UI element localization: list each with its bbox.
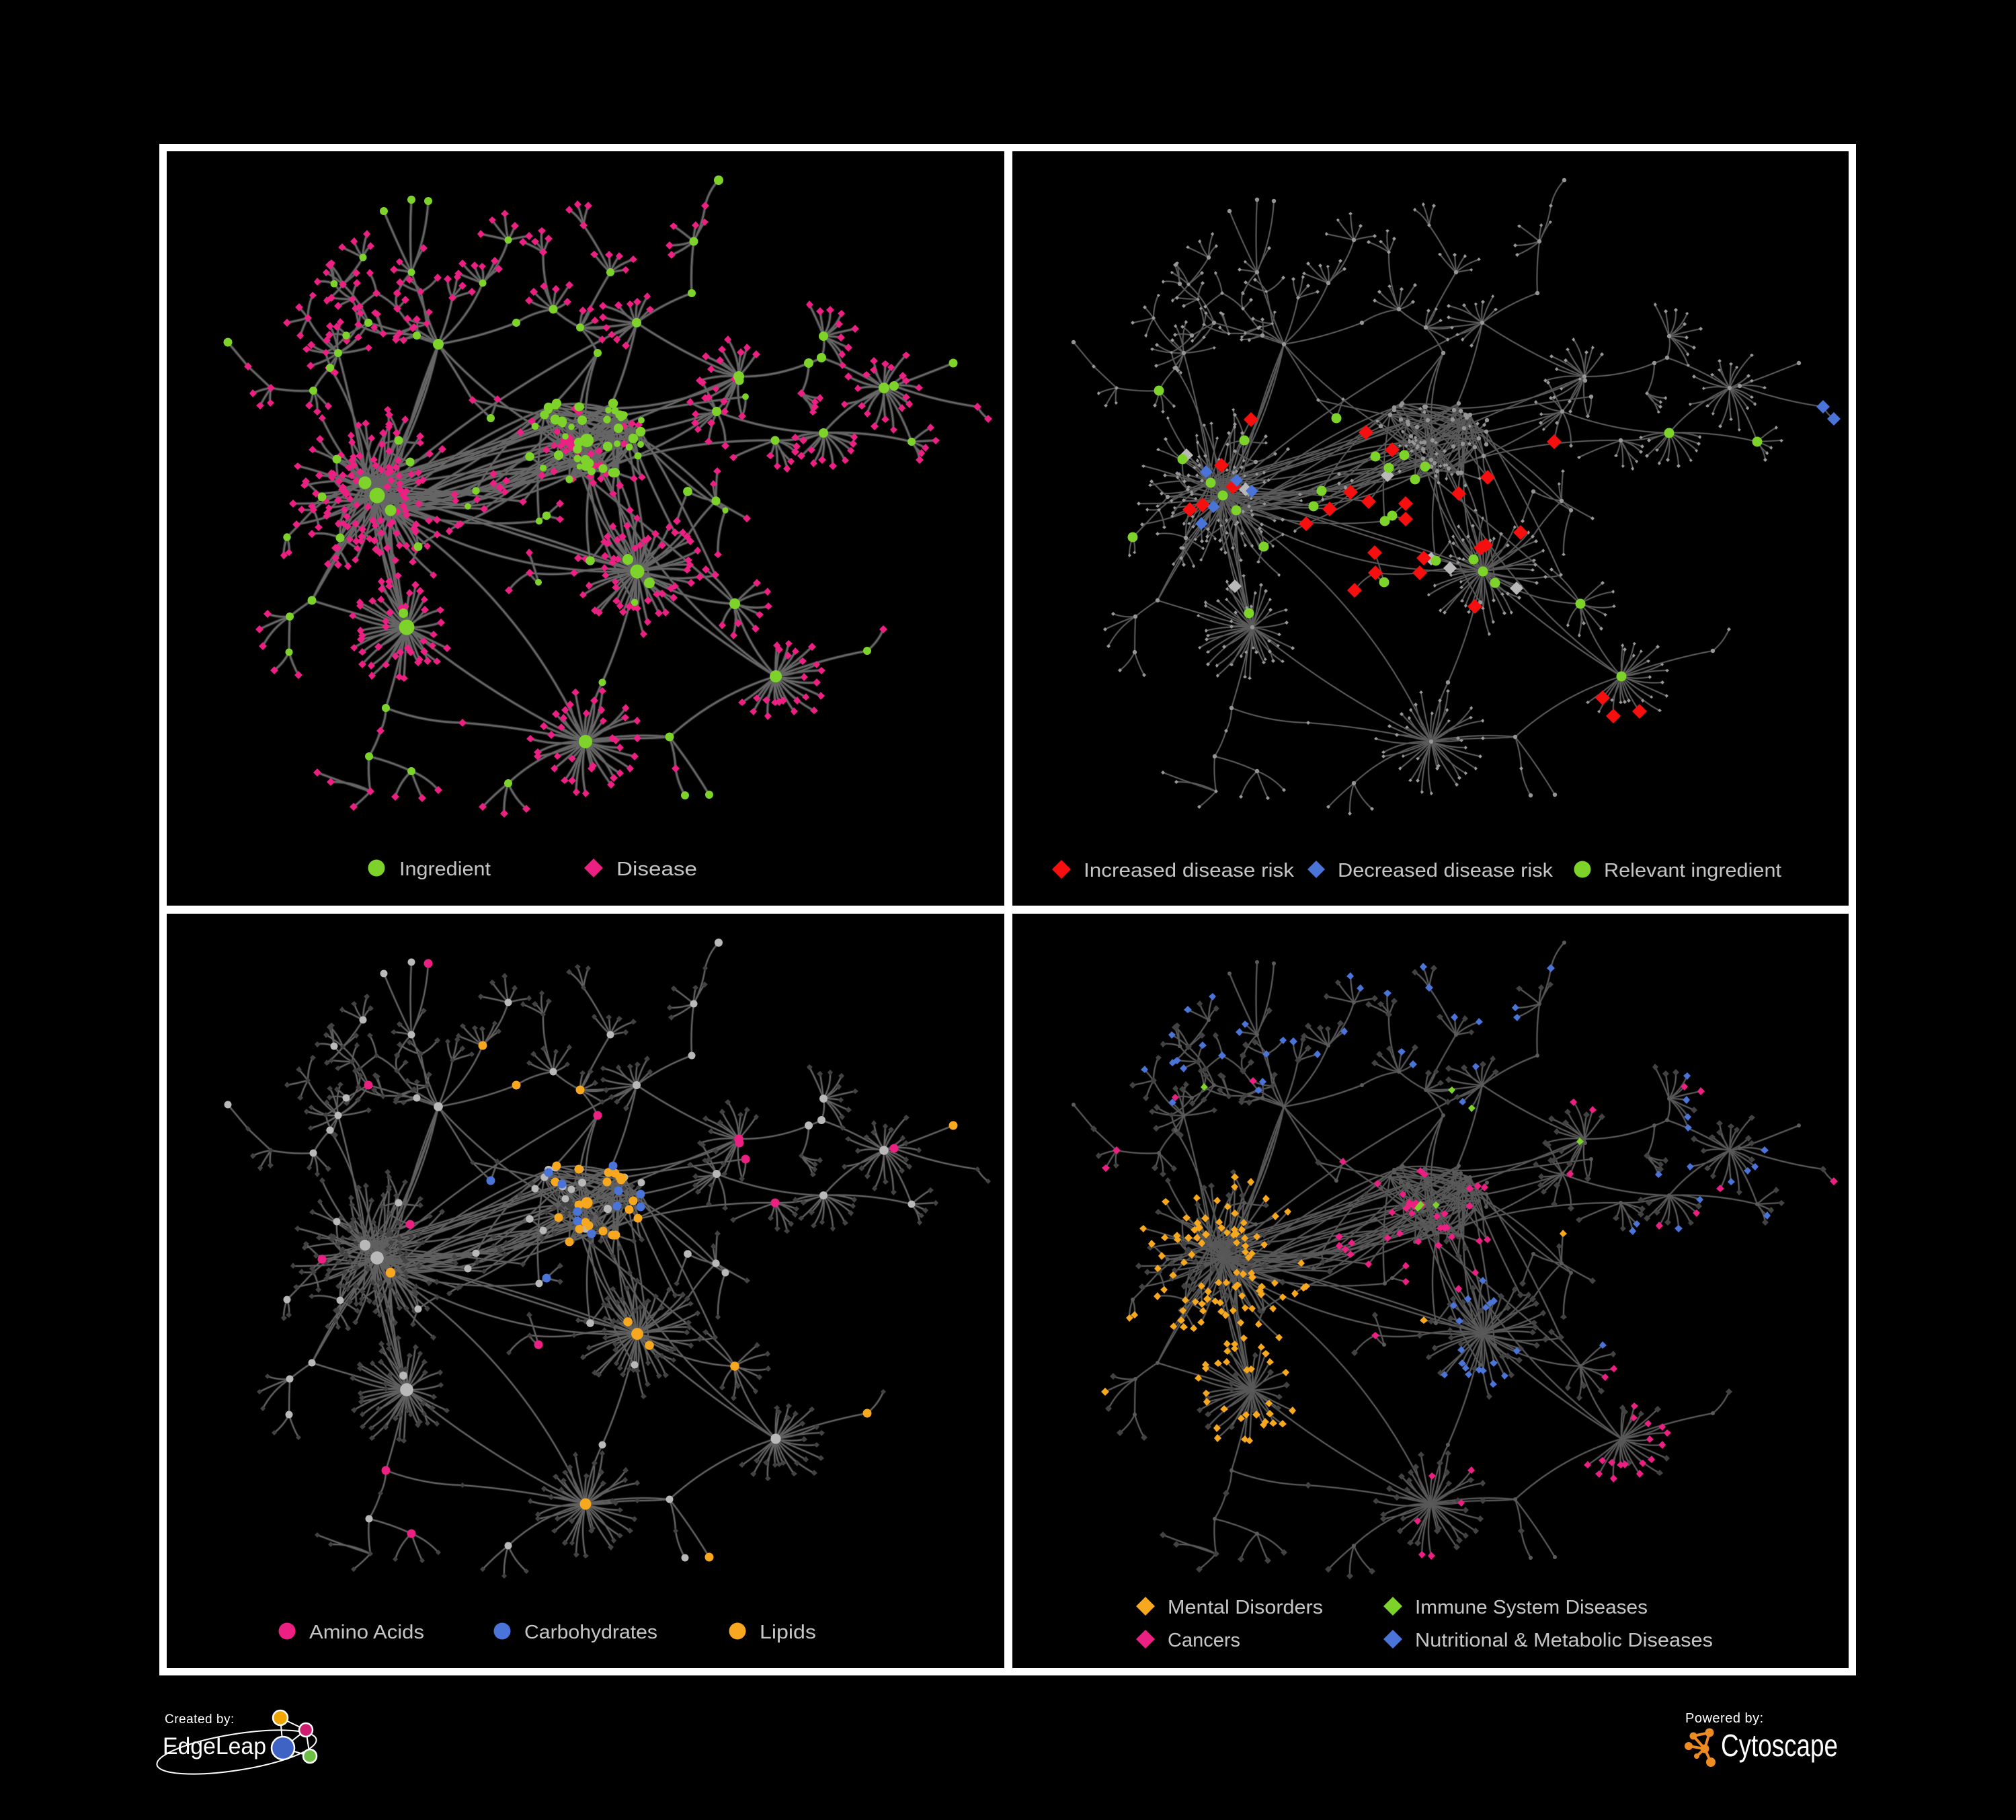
svg-text:Mental Disorders: Mental Disorders: [1168, 1597, 1323, 1618]
svg-text:Decreased disease risk: Decreased disease risk: [1338, 860, 1554, 881]
svg-text:Lipids: Lipids: [760, 1622, 816, 1643]
svg-text:Carbohydrates: Carbohydrates: [524, 1622, 657, 1643]
svg-text:Immune System Diseases: Immune System Diseases: [1415, 1597, 1648, 1618]
svg-text:Powered by:: Powered by:: [1685, 1711, 1764, 1726]
svg-text:Created by:: Created by:: [165, 1712, 235, 1727]
svg-text:Disease: Disease: [616, 859, 697, 880]
svg-text:Amino Acids: Amino Acids: [309, 1622, 424, 1643]
svg-text:Relevant ingredient: Relevant ingredient: [1604, 860, 1781, 881]
svg-text:Cancers: Cancers: [1168, 1630, 1240, 1651]
svg-text:Ingredient: Ingredient: [399, 859, 491, 880]
svg-text:Cytoscape: Cytoscape: [1721, 1728, 1838, 1763]
svg-text:Increased disease risk: Increased disease risk: [1084, 860, 1295, 881]
svg-text:Nutritional & Metabolic Diseas: Nutritional & Metabolic Diseases: [1415, 1630, 1713, 1651]
